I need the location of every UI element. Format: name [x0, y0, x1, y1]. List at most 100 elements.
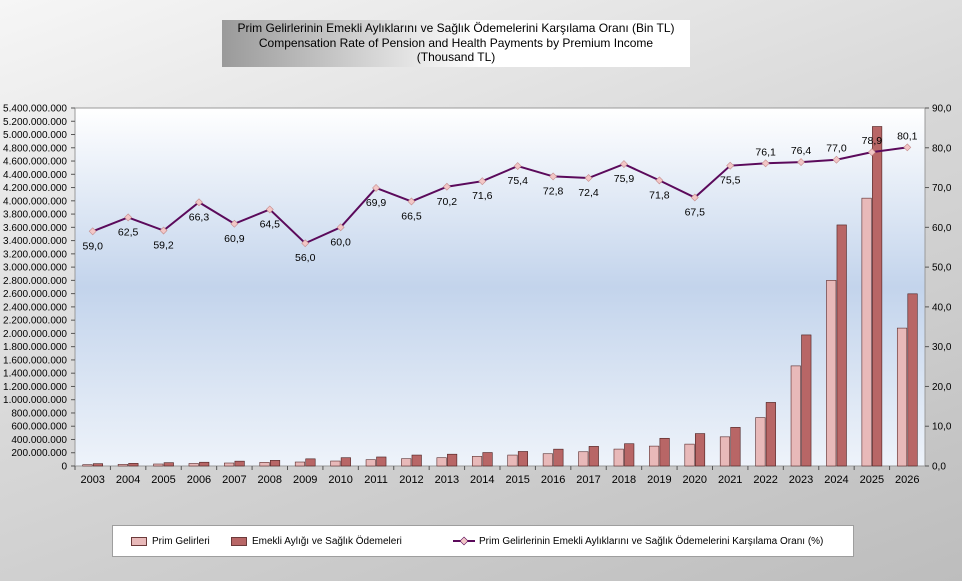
x-tick-label: 2006 [187, 474, 211, 486]
ratio-data-label: 72,8 [543, 185, 564, 197]
ratio-data-label: 60,9 [224, 233, 245, 245]
left-tick-label: 2.400.000.000 [3, 302, 67, 313]
bar-prim-gelirleri [719, 436, 731, 467]
bar-emekli-saglik-odemeleri [801, 334, 812, 467]
ratio-data-label: 76,4 [791, 145, 812, 157]
x-tick-label: 2010 [328, 474, 352, 486]
left-tick-label: 3.200.000.000 [3, 249, 67, 260]
bar-prim-gelirleri [649, 445, 660, 467]
bar-prim-gelirleri [790, 365, 801, 467]
bar-prim-gelirleri [259, 462, 270, 467]
x-tick-label: 2014 [470, 474, 494, 486]
chart-title-line2: Compensation Rate of Pension and Health … [258, 35, 654, 50]
right-tick-label: 70,0 [932, 183, 952, 194]
legend-line-icon [453, 534, 475, 548]
x-tick-label: 2007 [222, 474, 246, 486]
x-tick-label: 2018 [612, 474, 636, 486]
left-tick-label: 1.800.000.000 [3, 342, 67, 353]
ratio-data-label: 72,4 [578, 187, 599, 199]
bar-emekli-saglik-odemeleri [128, 463, 139, 467]
left-tick-label: 5.200.000.000 [3, 117, 67, 128]
ratio-data-label: 77,0 [826, 143, 847, 155]
x-tick-label: 2026 [895, 474, 919, 486]
bar-prim-gelirleri [896, 327, 908, 467]
x-tick-label: 2022 [753, 474, 777, 486]
bar-emekli-saglik-odemeleri [269, 460, 281, 467]
ratio-point [372, 184, 380, 192]
bar-prim-gelirleri [294, 461, 306, 467]
bar-emekli-saglik-odemeleri [730, 427, 741, 467]
ratio-point [549, 172, 558, 181]
left-tick-label: 1.000.000.000 [3, 395, 67, 406]
bar-prim-gelirleri [117, 464, 128, 467]
x-tick-label: 2017 [576, 474, 600, 486]
ratio-point [726, 161, 735, 170]
legend: Prim Gelirleri Emekli Aylığı ve Sağlık Ö… [112, 525, 854, 557]
ratio-point [620, 160, 628, 169]
ratio-data-label: 64,5 [260, 218, 281, 230]
ratio-point [124, 213, 133, 222]
bar-emekli-saglik-odemeleri [588, 446, 599, 467]
ratio-point [584, 174, 593, 182]
ratio-point [655, 176, 664, 185]
ratio-point [442, 182, 451, 191]
left-tick-label: 5.000.000.000 [3, 130, 67, 141]
left-tick-label: 4.200.000.000 [3, 183, 67, 194]
bar-emekli-saglik-odemeleri [659, 437, 670, 467]
bar-prim-gelirleri [542, 453, 553, 467]
right-tick-label: 80,0 [932, 143, 952, 154]
ratio-point [195, 198, 203, 207]
ratio-data-label: 59,0 [82, 240, 103, 252]
left-tick-label: 1.400.000.000 [3, 369, 67, 380]
ratio-data-label: 69,9 [366, 197, 387, 209]
left-tick-label: 3.600.000.000 [3, 223, 67, 234]
x-tick-label: 2011 [364, 474, 388, 486]
ratio-data-label: 67,5 [685, 207, 706, 219]
legend-label-odeme: Emekli Aylığı ve Sağlık Ödemeleri [252, 535, 402, 547]
x-tick-label: 2016 [541, 474, 565, 486]
plot-area [74, 107, 926, 467]
legend-item-odeme: Emekli Aylığı ve Sağlık Ödemeleri [231, 534, 402, 548]
legend-swatch-odeme [231, 536, 247, 546]
chart-title-line1: Prim Gelirlerinin Emekli Aylıklarını ve … [237, 21, 675, 35]
bar-emekli-saglik-odemeleri [694, 433, 706, 467]
ratio-point [761, 159, 770, 168]
x-axis: 2003 2004 2005 2006 2007 2008 2009 2010 2011 2012… [74, 466, 920, 486]
bar-prim-gelirleri [82, 464, 93, 467]
bar-emekli-saglik-odemeleri [305, 458, 316, 467]
left-tick-label: 0 [61, 462, 67, 473]
left-tick-label: 2.600.000.000 [3, 289, 67, 300]
bar-emekli-saglik-odemeleri [199, 461, 210, 467]
bar-prim-gelirleri [755, 417, 766, 467]
right-tick-label: 60,0 [932, 223, 952, 234]
ratio-point [867, 148, 876, 157]
ratio-point [265, 205, 274, 214]
left-tick-label: 5.400.000.000 [3, 104, 67, 115]
right-tick-label: 30,0 [932, 342, 952, 353]
x-tick-label: 2009 [293, 474, 317, 486]
ratio-point [301, 239, 310, 248]
bar-emekli-saglik-odemeleri [92, 463, 104, 467]
bar-prim-gelirleri [436, 457, 447, 467]
ratio-data-label: 75,9 [614, 173, 635, 185]
ratio-line [92, 146, 908, 245]
bar-prim-gelirleri [471, 456, 483, 467]
x-tick-label: 2003 [80, 474, 104, 486]
ratio-point [478, 177, 487, 186]
bar-prim-gelirleri [224, 462, 235, 467]
x-tick-label: 2023 [789, 474, 813, 486]
ratio-point [832, 155, 841, 164]
bar-emekli-saglik-odemeleri [517, 451, 529, 467]
right-tick-label: 20,0 [932, 382, 952, 393]
ratio-point [797, 158, 805, 167]
x-tick-label: 2004 [116, 474, 140, 486]
left-axis: 0 200.000.000 400.000.000 600.000.000 800.00… [3, 104, 75, 473]
right-axis: 0,0 10,0 20,0 30,0 40,0 50,0 60,0 70,0 80,0 90,0 [925, 104, 952, 473]
legend-label-oran: Prim Gelirlerinin Emekli Aylıklarını ve … [479, 535, 824, 547]
bar-emekli-saglik-odemeleri [376, 456, 387, 467]
x-tick-label: 2020 [683, 474, 707, 486]
ratio-data-label: 56,0 [295, 252, 316, 264]
ratio-point [159, 226, 168, 235]
ratio-point [88, 227, 97, 236]
bar-prim-gelirleri [826, 280, 837, 467]
